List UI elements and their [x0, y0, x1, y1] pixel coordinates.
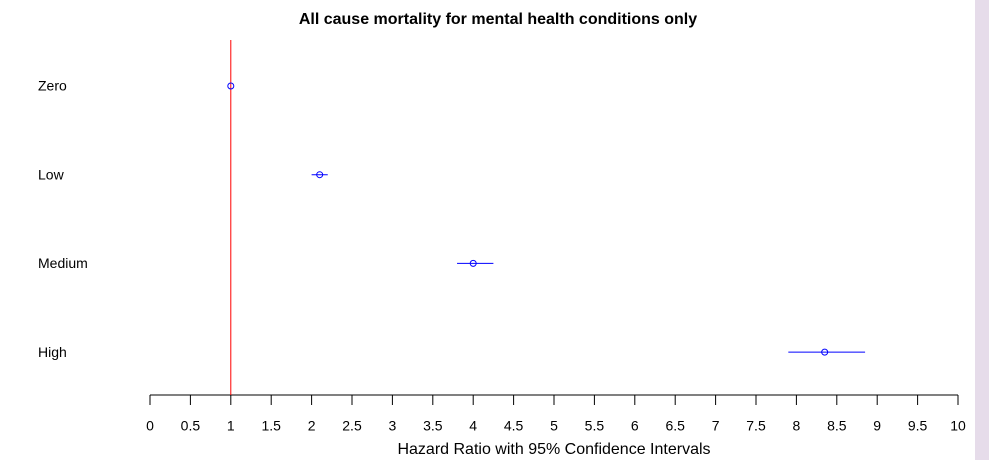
x-tick-label: 2.5	[342, 418, 362, 434]
x-tick-label: 3	[389, 418, 397, 434]
x-tick-label: 8.5	[827, 418, 847, 434]
x-tick-label: 5	[550, 418, 558, 434]
x-tick-label: 5.5	[585, 418, 605, 434]
x-tick-label: 6.5	[665, 418, 685, 434]
x-tick-label: 7.5	[746, 418, 766, 434]
x-tick-label: 6	[631, 418, 639, 434]
x-tick-label: 8	[793, 418, 801, 434]
y-tick-label: Zero	[38, 78, 67, 94]
estimate-point	[316, 171, 324, 179]
x-tick-label: 0	[146, 418, 154, 434]
x-tick-label: 1.5	[261, 418, 281, 434]
x-tick-label: 0.5	[181, 418, 201, 434]
chart-title: All cause mortality for mental health co…	[299, 11, 697, 28]
x-tick-label: 4	[469, 418, 477, 434]
y-tick-label: Low	[38, 166, 65, 182]
x-tick-label: 9	[873, 418, 881, 434]
x-tick-label: 1	[227, 418, 235, 434]
y-tick-label: High	[38, 344, 67, 360]
x-tick-label: 10	[950, 418, 966, 434]
x-tick-label: 2	[308, 418, 316, 434]
x-axis-label: Hazard Ratio with 95% Confidence Interva…	[397, 441, 710, 458]
estimate-point	[469, 259, 477, 267]
x-tick-label: 3.5	[423, 418, 443, 434]
x-tick-label: 9.5	[908, 418, 928, 434]
x-tick-label: 4.5	[504, 418, 524, 434]
y-tick-label: Medium	[38, 255, 88, 271]
estimate-point	[821, 348, 829, 356]
estimate-point	[227, 82, 235, 90]
side-strip	[975, 0, 989, 460]
x-tick-label: 7	[712, 418, 720, 434]
